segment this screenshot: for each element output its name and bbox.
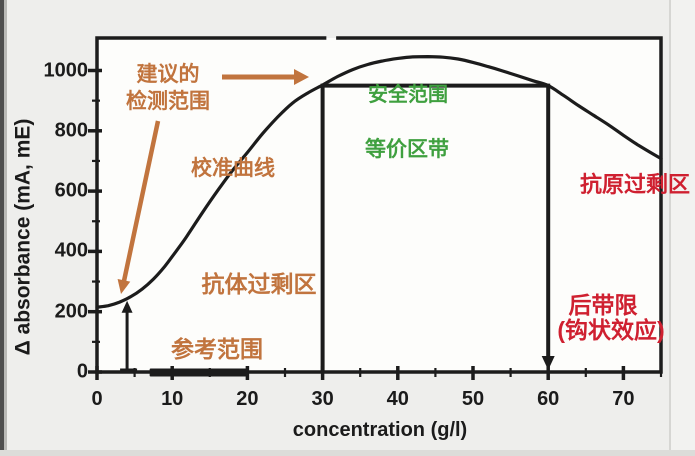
antibody-excess-zone-label: 抗体过剩区 bbox=[201, 271, 317, 297]
hook-limit-label-line1: 后带限 bbox=[568, 292, 638, 318]
x-tick-label: 60 bbox=[537, 388, 560, 410]
x-tick-label: 30 bbox=[311, 388, 334, 410]
y-tick-label: 600 bbox=[54, 179, 88, 202]
x-tick-label: 0 bbox=[91, 388, 103, 410]
x-tick-label: 50 bbox=[461, 388, 485, 410]
video-frame-right-seam bbox=[669, 0, 671, 456]
x-tick-label: 20 bbox=[236, 388, 259, 410]
x-tick-label: 70 bbox=[612, 388, 635, 410]
plot-border bbox=[95, 36, 663, 374]
video-frame-left-edge-light bbox=[4, 0, 7, 456]
video-frame-right-edge bbox=[671, 0, 695, 456]
x-axis-title: concentration (g/l) bbox=[292, 419, 468, 441]
recommended-detection-range-label: 建议的 检测范围 bbox=[126, 61, 210, 115]
recommended-range-leader-arrow-head bbox=[117, 278, 131, 294]
y-axis-title: Δ absorbance (mA, mE) bbox=[11, 118, 35, 356]
calibration-curve-path bbox=[95, 55, 663, 309]
y-tick-label: 200 bbox=[54, 300, 88, 323]
plot-area bbox=[97, 38, 661, 372]
y-tick-label: 800 bbox=[54, 119, 88, 142]
x-tick-label: 40 bbox=[386, 388, 409, 410]
y-tick-label: 1000 bbox=[43, 59, 89, 81]
antigen-excess-zone-label: 抗原过剩区 bbox=[579, 172, 691, 197]
calibration-curve-label: 校准曲线 bbox=[191, 157, 275, 180]
safe-range-label: 安全范围 bbox=[368, 84, 448, 106]
recommended-range-line1: 建议的 bbox=[136, 63, 200, 86]
hook-limit-down-arrow bbox=[541, 356, 555, 370]
recommended-range-arrow-head bbox=[294, 69, 309, 85]
y-tick-label: 400 bbox=[54, 239, 88, 262]
y-tick-label: 0 bbox=[76, 360, 88, 383]
x-tick-label: 10 bbox=[161, 388, 184, 410]
video-frame-bottom-edge bbox=[0, 450, 695, 456]
recommended-range-line2: 检测范围 bbox=[126, 90, 210, 113]
equivalence-zone-label: 等价区带 bbox=[365, 138, 449, 161]
sample-arrow-up-head bbox=[121, 300, 133, 313]
video-frame-left-edge bbox=[0, 0, 4, 456]
recommended-range-leader-line bbox=[121, 120, 161, 282]
reference-range-label: 参考范围 bbox=[171, 336, 263, 362]
hook-limit-label-line2: (钩状效应) bbox=[557, 317, 665, 343]
